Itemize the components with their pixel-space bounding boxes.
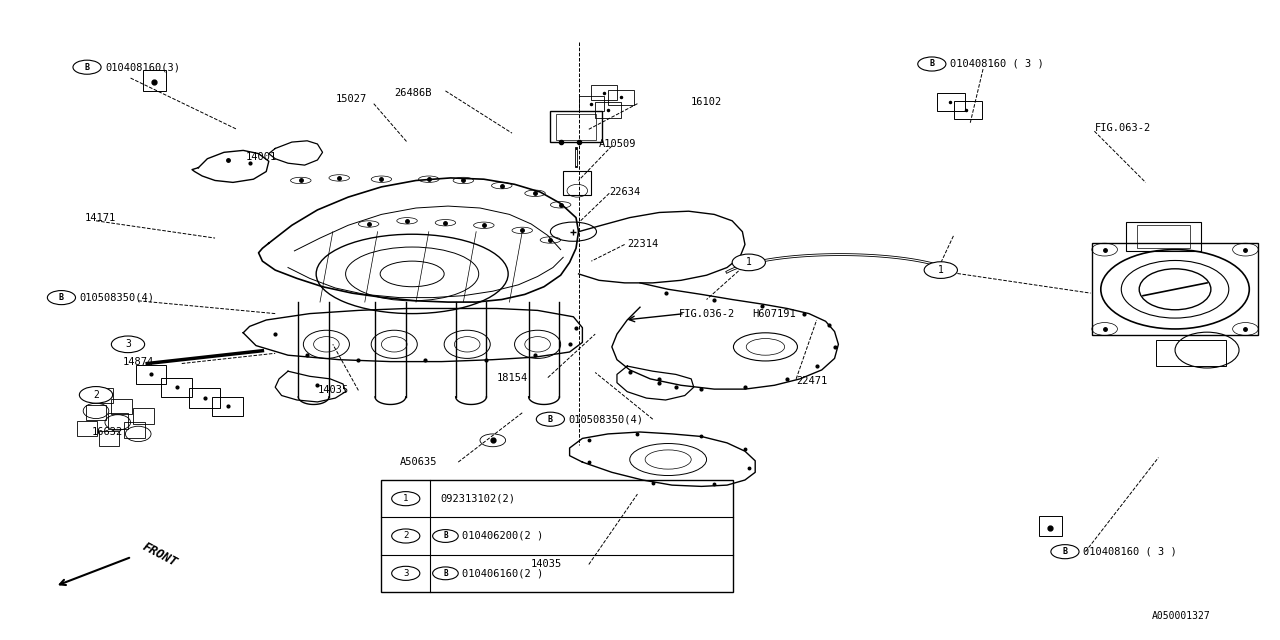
Text: 010406160(2 ): 010406160(2 ) — [462, 568, 543, 579]
Text: 16102: 16102 — [691, 97, 722, 108]
Bar — [595, 102, 621, 118]
Bar — [591, 85, 617, 100]
Text: 010508350(4): 010508350(4) — [568, 414, 644, 424]
Bar — [1092, 243, 1258, 335]
Circle shape — [433, 529, 458, 542]
Text: B: B — [84, 63, 90, 72]
Text: 1: 1 — [938, 265, 943, 275]
Text: B: B — [1062, 547, 1068, 556]
Text: H607191: H607191 — [753, 308, 796, 319]
Text: FIG.036-2: FIG.036-2 — [678, 308, 735, 319]
Text: B: B — [443, 569, 448, 578]
Bar — [143, 70, 166, 91]
Text: 010408160(3): 010408160(3) — [105, 62, 180, 72]
Bar — [108, 413, 128, 429]
Text: A10509: A10509 — [599, 139, 636, 149]
Text: 14035: 14035 — [317, 385, 348, 396]
Bar — [1126, 222, 1201, 251]
Bar — [1137, 225, 1190, 248]
Text: 010508350(4): 010508350(4) — [79, 292, 155, 303]
Text: 22314: 22314 — [627, 239, 658, 250]
Text: 22634: 22634 — [609, 187, 640, 197]
Text: A050001327: A050001327 — [1152, 611, 1211, 621]
Bar — [556, 114, 596, 140]
Text: 1: 1 — [403, 494, 408, 503]
Text: 1: 1 — [746, 257, 751, 268]
Text: 14874: 14874 — [123, 356, 154, 367]
Text: 14171: 14171 — [84, 212, 115, 223]
Text: 18154: 18154 — [497, 372, 527, 383]
Text: B: B — [443, 531, 448, 541]
Bar — [579, 96, 604, 111]
Bar — [124, 422, 145, 438]
Text: B: B — [548, 415, 553, 424]
Circle shape — [79, 387, 113, 403]
Bar — [136, 365, 166, 384]
Text: 010408160 ( 3 ): 010408160 ( 3 ) — [950, 59, 1043, 69]
Bar — [212, 397, 243, 416]
Text: 26486B: 26486B — [394, 88, 431, 98]
Circle shape — [924, 262, 957, 278]
Text: 010408160 ( 3 ): 010408160 ( 3 ) — [1083, 547, 1176, 557]
Circle shape — [732, 254, 765, 271]
Text: 092313102(2): 092313102(2) — [440, 493, 516, 504]
Bar — [92, 388, 113, 403]
Circle shape — [433, 567, 458, 580]
Text: 14001: 14001 — [246, 152, 276, 162]
Text: 3: 3 — [403, 569, 408, 578]
Circle shape — [111, 336, 145, 353]
Circle shape — [536, 412, 564, 426]
Circle shape — [392, 492, 420, 506]
Bar — [1039, 516, 1062, 536]
Bar — [111, 399, 132, 414]
Text: 2: 2 — [403, 531, 408, 541]
Text: FRONT: FRONT — [141, 540, 180, 569]
Text: 22471: 22471 — [796, 376, 827, 386]
Circle shape — [47, 291, 76, 305]
Text: FIG.063-2: FIG.063-2 — [1094, 123, 1151, 133]
Bar — [563, 171, 591, 195]
Circle shape — [392, 529, 420, 543]
Text: 15027: 15027 — [335, 94, 366, 104]
Circle shape — [1051, 545, 1079, 559]
Bar — [937, 93, 965, 111]
Text: B: B — [929, 60, 934, 68]
Circle shape — [392, 566, 420, 580]
Text: A50635: A50635 — [399, 457, 436, 467]
Bar — [133, 408, 154, 424]
Circle shape — [73, 60, 101, 74]
Circle shape — [918, 57, 946, 71]
Bar — [77, 421, 97, 436]
Bar — [86, 405, 106, 420]
Text: B: B — [59, 293, 64, 302]
Bar — [1156, 340, 1226, 366]
Bar — [189, 388, 220, 408]
Bar — [99, 431, 119, 446]
Text: 3: 3 — [125, 339, 131, 349]
Text: 010406200(2 ): 010406200(2 ) — [462, 531, 543, 541]
Bar — [550, 111, 602, 142]
Text: 2: 2 — [93, 390, 99, 400]
Bar — [381, 480, 733, 592]
Bar — [161, 378, 192, 397]
Text: 14035: 14035 — [531, 559, 562, 570]
Text: 16632: 16632 — [92, 427, 123, 437]
Bar — [608, 90, 634, 105]
Bar — [954, 101, 982, 119]
